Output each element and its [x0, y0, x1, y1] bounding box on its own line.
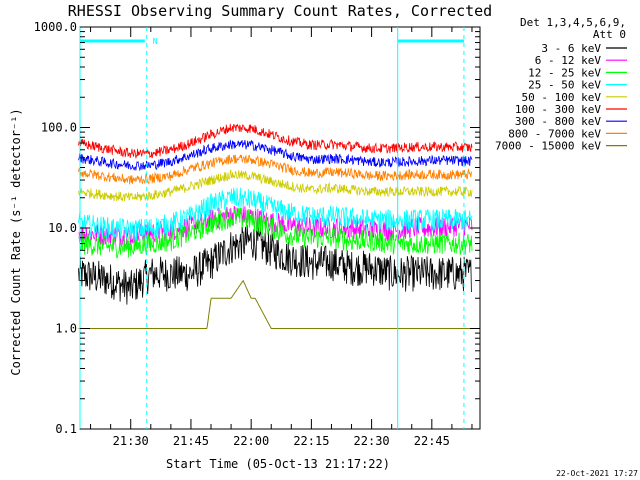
legend-header-line1: Det 1,3,4,5,6,9, — [520, 16, 626, 29]
series-line — [78, 207, 473, 259]
legend-label: 100 - 300 keV — [515, 103, 601, 116]
x-axis-label: Start Time (05-Oct-13 21:17:22) — [166, 457, 390, 471]
series-line — [78, 279, 472, 329]
series-line — [78, 169, 473, 202]
series-100-300-kev — [78, 123, 473, 159]
x-tick-label: 22:45 — [414, 434, 450, 448]
y-tick-label: 1000.0 — [34, 20, 77, 34]
legend-label: 25 - 50 keV — [528, 79, 601, 92]
series-800-7000-kev — [78, 154, 473, 185]
flag-label: N — [153, 37, 158, 46]
series-layer — [78, 123, 473, 329]
x-tick-label: 22:00 — [233, 434, 269, 448]
x-tick-label: 22:15 — [293, 434, 329, 448]
legend-label: 800 - 7000 keV — [508, 127, 601, 140]
series-line — [78, 187, 473, 241]
legend-label: 6 - 12 keV — [535, 54, 602, 67]
series-line — [78, 139, 473, 172]
legend-label: 3 - 6 keV — [541, 42, 601, 55]
legend-label: 50 - 100 keV — [522, 91, 602, 104]
axes: 1000.0 100.0 10.0 1.0 0.1 21:30 21:45 22:00 22:1… — [34, 20, 480, 448]
chart-title: RHESSI Observing Summary Count Rates, Co… — [68, 2, 492, 20]
legend-header-line2: Att 0 — [593, 28, 626, 41]
legend-label: 7000 - 15000 keV — [495, 140, 601, 153]
x-tick-label: 21:45 — [173, 434, 209, 448]
x-tick-label: 21:30 — [113, 434, 149, 448]
y-axis-label: Corrected Count Rate (s⁻¹ detector⁻¹) — [9, 108, 23, 375]
y-tick-label: 10.0 — [48, 221, 77, 235]
series-line — [78, 224, 473, 305]
series-12-25-kev — [78, 207, 473, 259]
series-25-50-kev — [78, 187, 473, 241]
x-tick-label: 22:30 — [354, 434, 390, 448]
series-line — [78, 154, 473, 185]
series-50-100-kev — [78, 169, 473, 202]
legend-label: 300 - 800 keV — [515, 115, 601, 128]
series-line — [78, 123, 473, 159]
y-tick-label: 100.0 — [41, 121, 77, 135]
legend-label: 12 - 25 keV — [528, 66, 601, 79]
footer-date: 22-Oct-2021 17:27 — [556, 469, 638, 478]
series-3-6-kev — [78, 224, 473, 305]
y-tick-label: 1.0 — [55, 322, 77, 336]
series-7000-15000-kev — [78, 279, 472, 329]
y-tick-label: 0.1 — [55, 422, 77, 436]
series-300-800-kev — [78, 139, 473, 172]
